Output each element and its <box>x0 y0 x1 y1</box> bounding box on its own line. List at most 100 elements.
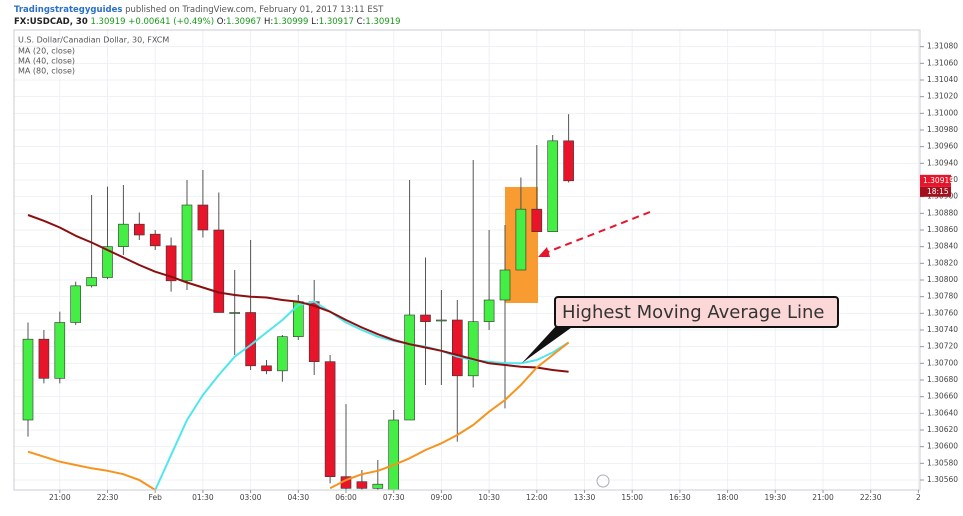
candle-body <box>245 312 256 367</box>
candle-body <box>118 223 129 247</box>
y-tick-label: 1.31040 <box>927 75 958 84</box>
y-tick-label: 1.30560 <box>927 475 958 484</box>
x-tick-label: 21:00 <box>49 493 71 502</box>
countdown-tag <box>920 186 951 197</box>
candle-body <box>308 301 320 362</box>
candle-body <box>38 338 50 379</box>
y-tick-label: 1.30660 <box>927 392 958 401</box>
ohlc-label: H: <box>264 17 273 27</box>
candle-body <box>197 204 209 231</box>
candle-body <box>563 140 574 182</box>
candle-body <box>388 419 400 490</box>
y-tick-label: 1.30960 <box>927 142 958 151</box>
y-tick-label: 1.31000 <box>927 108 958 117</box>
y-tick-label: 1.30620 <box>927 425 958 434</box>
candle-body <box>165 245 177 282</box>
ohlc-value: 1.30967 <box>226 17 261 27</box>
candle-body <box>70 285 81 323</box>
instrument: U.S. Dollar/Canadian Dollar, 30, FXCM <box>18 36 169 45</box>
change: +0.00641 (+0.49%) <box>128 17 214 27</box>
candle-body <box>213 229 225 313</box>
plot <box>22 114 574 490</box>
x-tick-label: 22:30 <box>860 493 882 502</box>
candle-body <box>547 140 559 232</box>
ohlc-value: 1.30917 <box>319 17 354 27</box>
candle-body <box>356 481 368 489</box>
legend: MA (20, close)MA (40, close)MA (80, clos… <box>18 47 75 76</box>
symbol-line: FX:USDCAD, 30 1.30919 +0.00641 (+0.49%) … <box>14 17 401 27</box>
candle-body <box>531 208 543 232</box>
callout-pointer <box>522 325 575 363</box>
y-tick-label: 1.30860 <box>927 225 958 234</box>
x-tick-label: 09:00 <box>431 493 453 502</box>
candle-body <box>261 365 272 372</box>
candle-body <box>372 483 384 489</box>
price-tag <box>920 174 951 187</box>
ohlc-value: 1.30919 <box>365 17 400 27</box>
y-tick-label: 1.30760 <box>927 308 958 317</box>
y-tick-label: 1.30880 <box>927 208 958 217</box>
x-tick-label: 10:30 <box>478 493 500 502</box>
x-tick-label: 19:30 <box>764 493 786 502</box>
x-tick-label: 16:30 <box>669 493 691 502</box>
grid <box>14 30 920 490</box>
candle-body <box>436 319 447 322</box>
ohlc-value: 1.30999 <box>273 17 308 27</box>
y-tick-label: 1.30840 <box>927 242 958 251</box>
axis-labels: 1.30560 1.30580 1.30600 1.30620 1.30640 1.306… <box>49 42 958 502</box>
arrow-line <box>544 211 651 254</box>
y-tick-label: 1.30640 <box>927 408 958 417</box>
y-tick-label: 1.31020 <box>927 92 958 101</box>
arrow-head <box>538 247 550 257</box>
header-line: Tradingstrategyguides published on Tradi… <box>14 5 384 15</box>
y-tick-label: 1.30680 <box>927 375 958 384</box>
ma-line <box>329 341 570 490</box>
candle-body <box>102 246 113 278</box>
x-tick-label: Feb <box>149 493 163 502</box>
candle-body <box>149 233 161 247</box>
candle-body <box>499 269 511 301</box>
y-tick-label: 1.30980 <box>927 125 958 134</box>
ma-line <box>27 450 156 490</box>
y-tick-label: 1.31080 <box>927 42 958 51</box>
x-tick-label: 03:00 <box>240 493 262 502</box>
y-tick-label: 1.30940 <box>927 158 958 167</box>
legend-entry: MA (20, close) <box>18 47 75 56</box>
candle-body <box>420 314 431 322</box>
y-tick-label: 1.30740 <box>927 325 958 334</box>
x-tick-label: 13:30 <box>574 493 596 502</box>
y-tick-label: 1.30600 <box>927 442 958 451</box>
symbol: FX:USDCAD, 30 <box>14 17 88 27</box>
candle-body <box>181 204 193 282</box>
author[interactable]: Tradingstrategyguides <box>14 5 122 15</box>
candle-body <box>22 338 34 421</box>
candle-body <box>229 312 240 314</box>
candle-body <box>451 319 463 377</box>
x-tick-label: 01:30 <box>192 493 214 502</box>
price-tag-label: 1.30919 <box>923 176 954 185</box>
x-tick-label: 22:30 <box>97 493 119 502</box>
ma-line <box>27 214 569 373</box>
plot-frame <box>13 29 921 491</box>
ma-line <box>154 300 570 490</box>
ohlc-label: O: <box>217 17 226 27</box>
ohlc-label: C: <box>357 17 366 27</box>
y-tick-label: 1.30580 <box>927 458 958 467</box>
x-tick-label: 06:00 <box>335 493 357 502</box>
candle-body <box>134 223 145 236</box>
candle-body <box>404 314 415 421</box>
y-tick-label: 1.30820 <box>927 258 958 267</box>
ohlc-label: L: <box>311 17 319 27</box>
y-tick-label: 1.31060 <box>927 58 958 67</box>
x-tick-label: 15:00 <box>621 493 643 502</box>
x-tick-label: 18:00 <box>717 493 739 502</box>
x-tick-label: 2 <box>916 493 921 502</box>
candle-body <box>277 336 288 372</box>
y-tick-label: 1.30800 <box>927 275 958 284</box>
x-tick-label: 21:00 <box>812 493 834 502</box>
y-tick-label: 1.30720 <box>927 342 958 351</box>
countdown-label: 18:15 <box>927 187 949 196</box>
published: published on TradingView.com, February 0… <box>122 5 384 15</box>
